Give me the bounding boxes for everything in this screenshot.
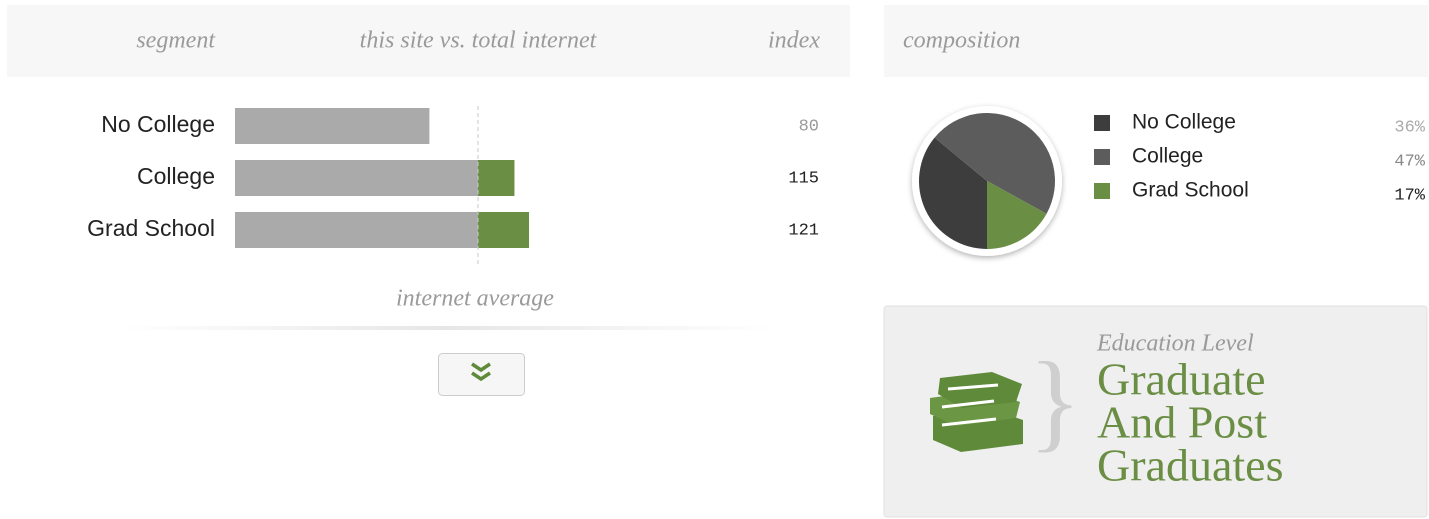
legend-swatch — [1094, 115, 1110, 131]
legend-swatch — [1094, 183, 1110, 199]
legend-label: Grad School — [1132, 179, 1249, 202]
badge-line: And Post — [1097, 397, 1267, 448]
legend-value: 36% — [1394, 118, 1425, 137]
pie-slice — [987, 181, 1047, 249]
bar — [235, 212, 478, 248]
segment-label: No College — [101, 111, 215, 137]
header-index: index — [768, 28, 820, 54]
legend-label: No College — [1132, 111, 1236, 134]
pie-slice — [919, 137, 987, 249]
segment-label: College — [137, 163, 215, 189]
badge-label: Education Level — [1096, 331, 1254, 357]
index-value: 80 — [799, 117, 819, 136]
badge — [883, 305, 1428, 518]
legend-value: 17% — [1394, 186, 1425, 205]
header-comparison: this site vs. total internet — [360, 28, 598, 54]
header-band — [884, 5, 1428, 77]
bar-excess — [478, 160, 515, 196]
expand-button[interactable] — [438, 353, 525, 396]
divider — [120, 326, 775, 330]
header-composition: composition — [903, 28, 1020, 54]
index-value: 115 — [788, 169, 819, 188]
pie-slice — [934, 112, 1055, 214]
header-band — [7, 5, 850, 77]
legend-label: College — [1132, 145, 1203, 168]
index-value: 121 — [788, 221, 819, 240]
books-icon — [930, 372, 1023, 452]
bar — [235, 160, 478, 196]
bar-excess — [478, 212, 530, 248]
header-segment: segment — [136, 28, 216, 54]
legend-swatch — [1094, 149, 1110, 165]
bar — [235, 108, 430, 144]
reference-label: internet average — [396, 286, 554, 312]
brace: } — [1029, 339, 1082, 461]
badge-line: Graduates — [1097, 440, 1283, 491]
segment-label: Grad School — [87, 215, 215, 241]
badge-line: Graduate — [1097, 354, 1266, 405]
legend-value: 47% — [1394, 152, 1425, 171]
